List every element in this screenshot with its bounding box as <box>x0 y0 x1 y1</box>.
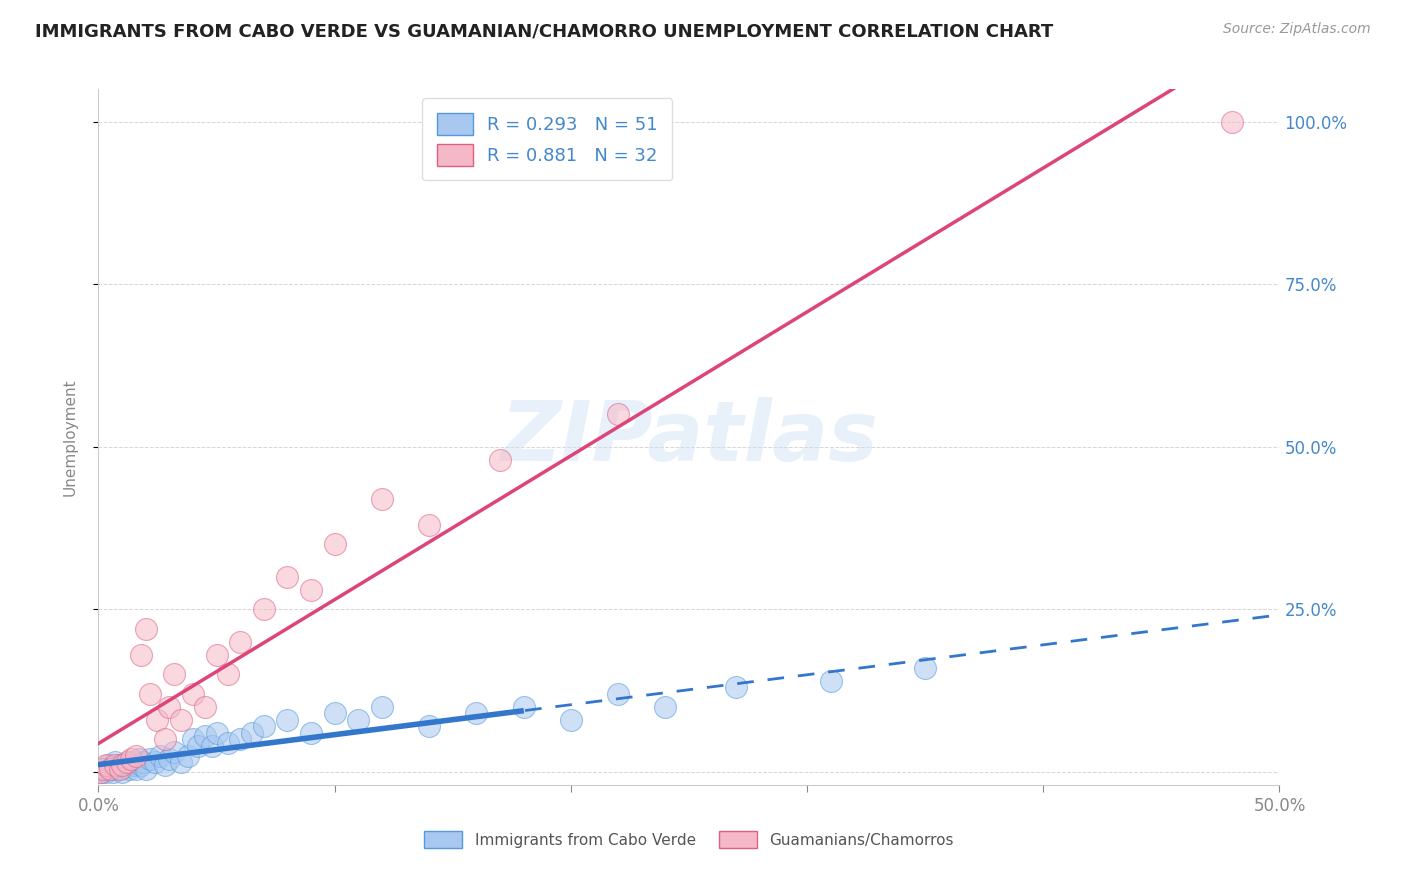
Point <box>253 602 276 616</box>
Point <box>725 681 748 695</box>
Point <box>465 706 488 721</box>
Point <box>104 758 127 772</box>
Point <box>98 762 121 776</box>
Point <box>129 648 152 662</box>
Point <box>371 491 394 506</box>
Point <box>111 764 134 779</box>
Point <box>217 736 239 750</box>
Point <box>323 537 346 551</box>
Point <box>139 752 162 766</box>
Point <box>149 748 172 763</box>
Point <box>101 764 124 779</box>
Point <box>1220 114 1243 128</box>
Point <box>108 758 131 772</box>
Point <box>201 739 224 753</box>
Point <box>607 687 630 701</box>
Point <box>143 755 166 769</box>
Point <box>194 700 217 714</box>
Point <box>157 752 180 766</box>
Point <box>98 762 121 776</box>
Point <box>276 713 298 727</box>
Point <box>229 732 252 747</box>
Point <box>163 667 186 681</box>
Point <box>146 713 169 727</box>
Point <box>512 700 534 714</box>
Text: Source: ZipAtlas.com: Source: ZipAtlas.com <box>1223 22 1371 37</box>
Point <box>122 758 145 772</box>
Point <box>94 758 117 772</box>
Point <box>820 673 842 688</box>
Point <box>121 752 143 766</box>
Point <box>418 719 440 733</box>
Point <box>489 453 512 467</box>
Point <box>129 758 152 772</box>
Point <box>240 726 263 740</box>
Point <box>90 764 112 779</box>
Point <box>121 755 143 769</box>
Point <box>654 700 676 714</box>
Point <box>181 687 204 701</box>
Point <box>299 582 322 597</box>
Point <box>112 760 135 774</box>
Point <box>157 700 180 714</box>
Point <box>111 758 134 772</box>
Point <box>205 648 228 662</box>
Point <box>347 713 370 727</box>
Point <box>253 719 276 733</box>
Point <box>139 687 162 701</box>
Point <box>105 762 128 776</box>
Point <box>91 762 114 776</box>
Point <box>91 762 114 776</box>
Point <box>108 762 131 776</box>
Point <box>276 570 298 584</box>
Point <box>170 713 193 727</box>
Point <box>560 713 582 727</box>
Point <box>194 729 217 743</box>
Point <box>132 755 155 769</box>
Point <box>181 732 204 747</box>
Point <box>170 755 193 769</box>
Point <box>115 755 138 769</box>
Point <box>914 661 936 675</box>
Y-axis label: Unemployment: Unemployment <box>63 378 77 496</box>
Point <box>217 667 239 681</box>
Point <box>187 739 209 753</box>
Point <box>418 517 440 532</box>
Point <box>205 726 228 740</box>
Point <box>177 748 200 763</box>
Point <box>299 726 322 740</box>
Point <box>607 407 630 421</box>
Legend: Immigrants from Cabo Verde, Guamanians/Chamorros: Immigrants from Cabo Verde, Guamanians/C… <box>418 825 960 854</box>
Point <box>163 746 186 760</box>
Point <box>125 762 148 776</box>
Point <box>323 706 346 721</box>
Point <box>90 764 112 779</box>
Point <box>125 748 148 763</box>
Point <box>153 758 176 772</box>
Point <box>371 700 394 714</box>
Point <box>135 622 157 636</box>
Point <box>94 764 117 779</box>
Point <box>118 762 141 776</box>
Text: ZIPatlas: ZIPatlas <box>501 397 877 477</box>
Point <box>135 762 157 776</box>
Point <box>153 732 176 747</box>
Point <box>97 758 120 772</box>
Point <box>115 757 138 772</box>
Point <box>128 752 150 766</box>
Point <box>229 635 252 649</box>
Point <box>104 755 127 769</box>
Text: IMMIGRANTS FROM CABO VERDE VS GUAMANIAN/CHAMORRO UNEMPLOYMENT CORRELATION CHART: IMMIGRANTS FROM CABO VERDE VS GUAMANIAN/… <box>35 22 1053 40</box>
